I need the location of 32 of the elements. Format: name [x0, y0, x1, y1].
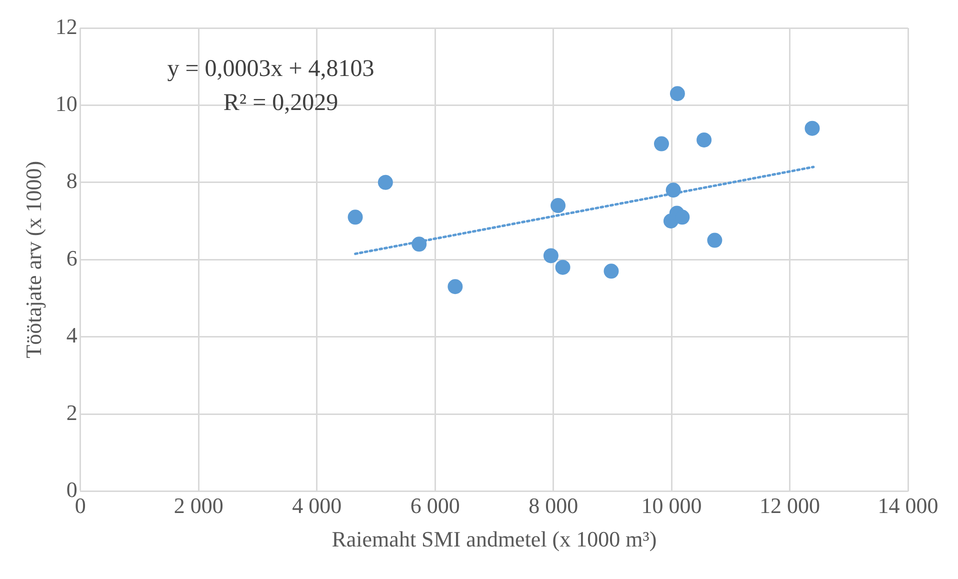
y-tick-label: 2	[66, 400, 78, 425]
x-axis-title: Raiemaht SMI andmetel (x 1000 m³)	[332, 526, 657, 552]
point	[707, 232, 722, 248]
x-tick-label: 12 000	[760, 493, 820, 518]
y-tick-label: 0	[66, 476, 78, 502]
point	[378, 174, 393, 190]
y-tick-label: 8	[66, 168, 78, 194]
point	[666, 182, 681, 198]
point	[550, 198, 566, 214]
x-tick-label: 4 000	[292, 493, 342, 518]
point	[412, 236, 427, 252]
y-tick-label: 4	[66, 322, 78, 348]
y-axis-title: Töötajate arv (x 1000)	[20, 160, 46, 358]
point	[696, 132, 712, 148]
point	[543, 248, 558, 264]
point	[604, 264, 619, 279]
point	[448, 279, 463, 294]
y-tick-label: 6	[66, 245, 78, 270]
y-tick-label: 10	[55, 90, 78, 116]
point	[654, 136, 669, 152]
x-tick-label: 6 000	[410, 493, 460, 518]
point	[804, 120, 820, 136]
point	[555, 260, 570, 275]
x-tick-label: 10 000	[641, 493, 702, 518]
x-tick-label: 14 000	[878, 493, 938, 518]
annotation: R² = 0,2029	[223, 90, 338, 116]
x-tick-label: 2 000	[174, 493, 224, 518]
point	[348, 210, 363, 225]
y-tick-label: 12	[55, 14, 78, 39]
point	[670, 86, 685, 102]
x-tick-label: 8 000	[528, 493, 578, 518]
annotation: y = 0,0003x + 4,8103	[167, 56, 374, 82]
